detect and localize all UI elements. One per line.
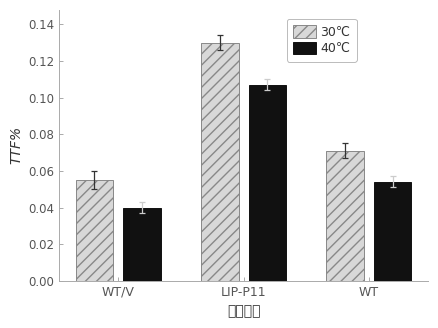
Y-axis label: TTF%: TTF% [10, 126, 24, 164]
Bar [76, 180, 113, 281]
Bar [123, 208, 161, 281]
X-axis label: 酵母菌株: 酵母菌株 [227, 304, 260, 318]
Legend: 30℃, 40℃: 30℃, 40℃ [287, 19, 357, 62]
Bar [326, 151, 364, 281]
Bar [374, 182, 411, 281]
Bar [249, 85, 286, 281]
Bar [201, 43, 239, 281]
